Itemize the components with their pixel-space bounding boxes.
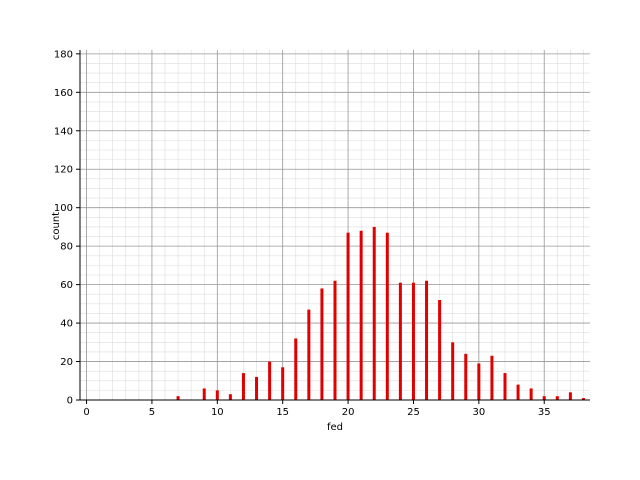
bar <box>503 373 507 400</box>
bar <box>438 300 442 400</box>
y-tick-label: 40 <box>60 319 73 330</box>
bar <box>281 367 285 400</box>
y-tick-label: 120 <box>54 165 73 176</box>
bar <box>555 396 559 400</box>
bar <box>425 280 429 400</box>
y-tick-label: 100 <box>54 203 73 214</box>
bar <box>372 226 376 400</box>
x-tick-label: 15 <box>276 407 289 418</box>
bar <box>346 232 350 400</box>
bar-series <box>176 226 585 400</box>
bar <box>268 361 272 400</box>
bar <box>411 282 415 400</box>
y-axis-label: count <box>51 212 62 240</box>
bar <box>529 388 533 400</box>
y-tick-label: 80 <box>60 242 73 253</box>
bar <box>202 388 206 400</box>
bar <box>320 288 324 400</box>
bar <box>255 376 259 400</box>
x-tick-label: 25 <box>407 407 420 418</box>
bar <box>477 363 481 400</box>
bar <box>294 338 298 400</box>
y-tick-label: 20 <box>60 357 73 368</box>
bar <box>581 398 585 400</box>
bar <box>333 280 337 400</box>
bar <box>228 394 232 400</box>
bar <box>385 232 389 400</box>
y-tick-label: 180 <box>54 49 73 60</box>
x-axis-label: fed <box>327 422 343 433</box>
x-tick-label: 35 <box>538 407 551 418</box>
y-tick-label: 60 <box>60 280 73 291</box>
x-tick-label: 20 <box>342 407 355 418</box>
x-axis-ticks: 0 5 10 15 20 25 30 35 <box>83 400 551 418</box>
x-tick-label: 10 <box>211 407 224 418</box>
axes <box>79 50 590 401</box>
bar <box>568 392 572 400</box>
bar <box>398 282 402 400</box>
x-tick-label: 5 <box>149 407 155 418</box>
bar <box>176 396 180 400</box>
x-tick-label: 0 <box>83 407 89 418</box>
bar <box>241 373 245 400</box>
bar <box>490 355 494 400</box>
bar <box>542 396 546 400</box>
bar <box>516 384 520 400</box>
y-axis-ticks: 0 20 40 60 80 100 120 140 160 180 <box>54 49 80 407</box>
y-tick-label: 160 <box>54 88 73 99</box>
bar <box>307 309 311 400</box>
bar <box>464 353 468 400</box>
bar <box>359 230 363 400</box>
y-tick-label: 0 <box>67 396 73 407</box>
y-tick-label: 140 <box>54 126 73 137</box>
bar <box>215 390 219 400</box>
bar <box>451 342 455 400</box>
x-tick-label: 30 <box>472 407 485 418</box>
